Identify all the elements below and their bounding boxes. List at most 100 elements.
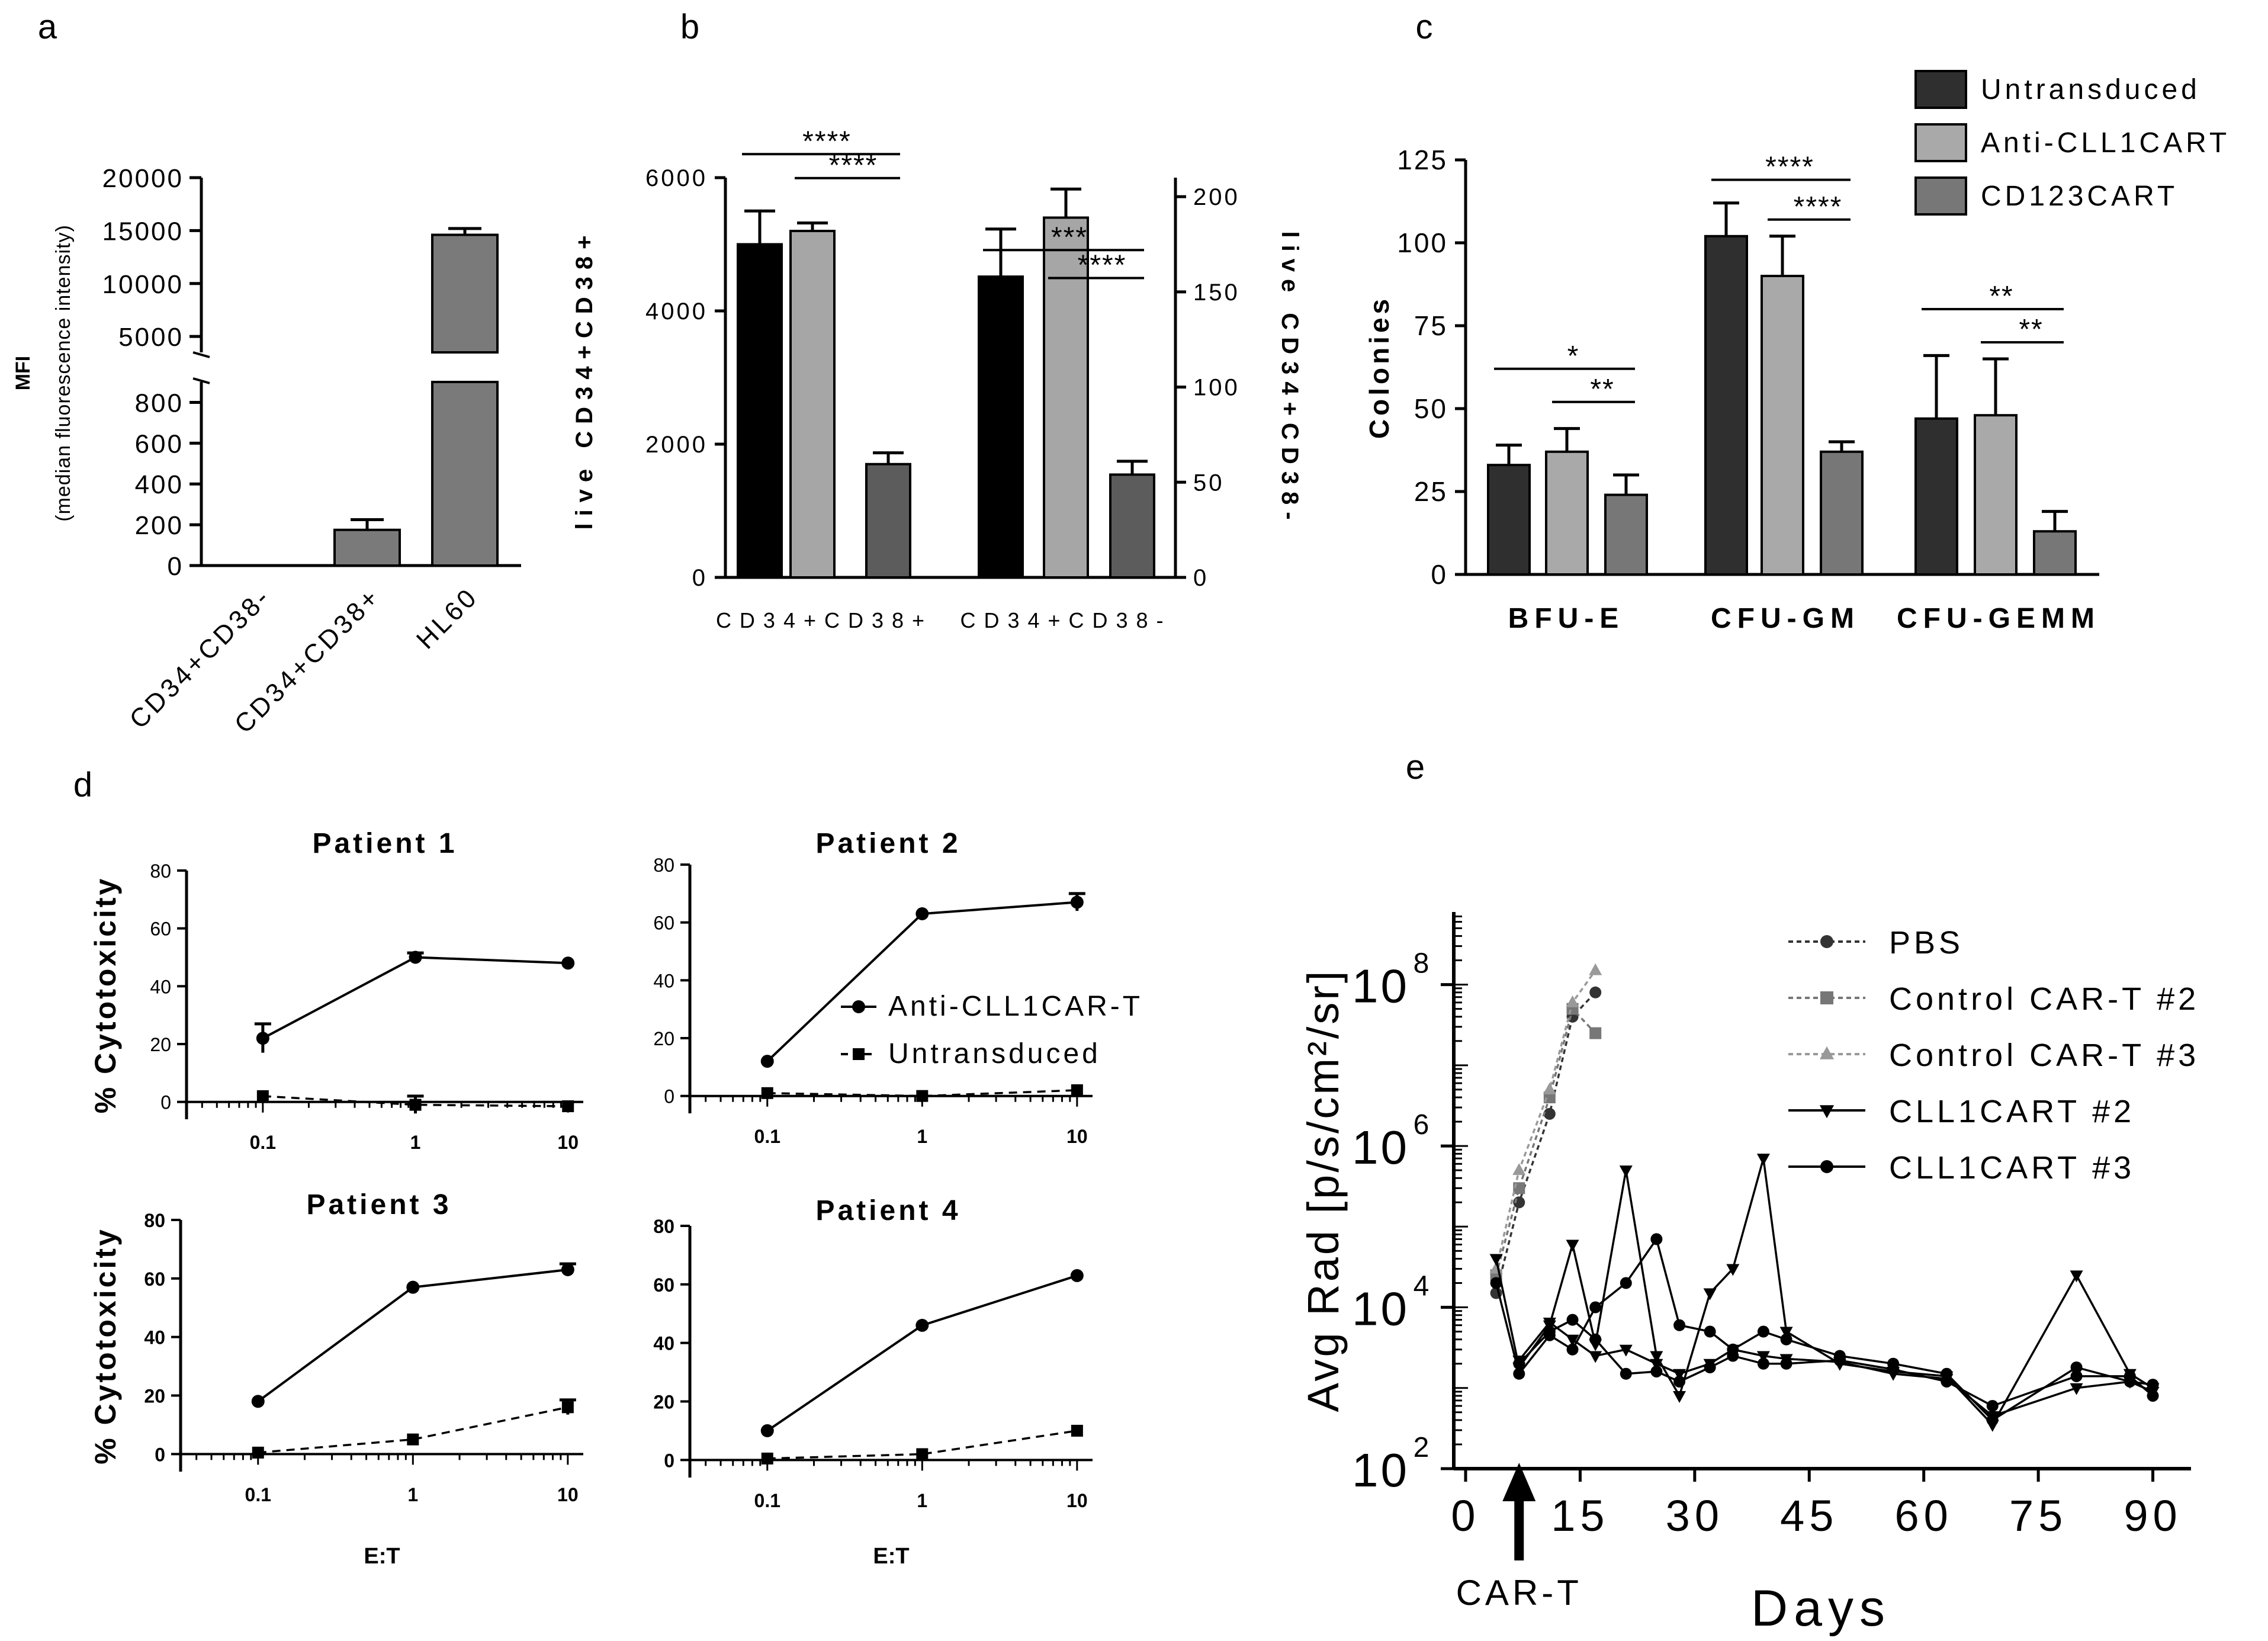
data-point-square xyxy=(761,1087,773,1099)
error-bar xyxy=(1829,440,1855,452)
x-tick-label: 90 xyxy=(2124,1491,2182,1540)
data-point xyxy=(1620,1367,1632,1380)
significance-bracket: **** xyxy=(1768,191,1851,223)
y-tick-label: 0 xyxy=(1431,559,1448,590)
error-bar xyxy=(1613,473,1639,495)
data-point xyxy=(1566,995,1579,1007)
y-tick-label: 40 xyxy=(653,1333,674,1354)
subplot-title: Patient 4 xyxy=(815,1195,960,1226)
data-point xyxy=(1780,1333,1792,1345)
subplot-title: Patient 1 xyxy=(312,828,457,859)
x-category-label: BFU-E xyxy=(1508,603,1625,634)
y-axis-title: MFI xyxy=(12,356,34,391)
subplot-patient-1: 0 20 40 60 80 0.1 1 10 Patient 1 % Cytotoxicity xyxy=(89,828,583,1153)
data-point xyxy=(1589,986,1602,998)
data-point-circle xyxy=(915,1319,929,1332)
data-point xyxy=(1757,1325,1769,1338)
series-line-untransduced xyxy=(767,1430,1078,1460)
significance-label: ** xyxy=(1989,281,2013,312)
series xyxy=(1512,1318,2160,1424)
series-line-anti-cll1car-t xyxy=(766,1274,1078,1432)
data-point-square xyxy=(916,1090,929,1102)
x-tick-label: 30 xyxy=(1666,1491,1724,1540)
error-bar xyxy=(985,227,1016,277)
series xyxy=(1489,1154,2160,1432)
series xyxy=(1513,1314,2159,1412)
x-tick-label: 1 xyxy=(917,1490,927,1511)
significance-label: **** xyxy=(1794,191,1843,223)
legend-marker xyxy=(1820,935,1833,948)
y-tick-label: 800 xyxy=(135,388,184,418)
legend-marker xyxy=(1819,1046,1835,1059)
data-point-square xyxy=(407,1433,419,1446)
panel-label-e: e xyxy=(1406,748,1425,786)
data-point xyxy=(1726,1264,1740,1276)
legend-label: CLL1CART #3 xyxy=(1889,1150,2135,1186)
data-point-circle xyxy=(406,1280,420,1294)
data-point-circle xyxy=(561,1263,574,1277)
y-tick-label-exponent: 2 xyxy=(1414,1432,1429,1463)
y-tick-label-base: 10 xyxy=(1352,1283,1409,1335)
panel-a-chart: 0 200 400 600 800 5000 10000 15000 20000 MFI (medi… xyxy=(12,164,521,739)
data-point-square xyxy=(562,1100,574,1113)
data-point-square xyxy=(761,1452,773,1465)
data-point xyxy=(1726,1344,1740,1357)
axis-break-mark xyxy=(192,351,210,358)
data-point xyxy=(1513,1367,1525,1380)
x-tick-label: 1 xyxy=(410,1132,421,1153)
legend-marker xyxy=(1819,1105,1835,1119)
error-bar xyxy=(744,209,775,245)
y-tick-label: 20 xyxy=(653,1392,674,1413)
data-point xyxy=(1619,1165,1633,1178)
x-tick-label: 45 xyxy=(1780,1491,1838,1540)
y-tick-label: 50 xyxy=(1193,470,1225,496)
data-point xyxy=(1620,1277,1632,1289)
series-line xyxy=(1495,991,1596,1293)
panel-c-chart: 0 25 50 75 100 125 Colonies BFU-E CFU-GM CFU-GEMM… xyxy=(1364,70,2227,634)
legend-swatch xyxy=(1914,70,1967,109)
bar xyxy=(1109,473,1155,579)
data-point xyxy=(2146,1387,2160,1399)
y-tick-label: 80 xyxy=(653,1216,674,1237)
data-point-square xyxy=(252,1446,264,1459)
data-point-circle xyxy=(760,1055,774,1068)
error-bar xyxy=(1051,187,1081,218)
series xyxy=(1490,986,1602,1299)
x-axis-title: E:T xyxy=(364,1544,400,1569)
x-tick-label: 10 xyxy=(1066,1126,1088,1147)
y-axis-title: Avg Rad [p/s/cm²/sr] xyxy=(1299,969,1348,1412)
y-tick-label: 60 xyxy=(653,1274,674,1296)
error-bar xyxy=(1713,201,1739,236)
y-tick-label: 40 xyxy=(150,976,171,997)
y-axis-title-right: live CD34+CD38- xyxy=(1277,231,1303,526)
data-point-square xyxy=(916,1448,929,1460)
panel-label-a: a xyxy=(38,8,57,46)
legend-label: CLL1CART #2 xyxy=(1889,1094,2135,1129)
y-axis-title: Colonies xyxy=(1364,296,1395,439)
data-point xyxy=(1566,1239,1579,1252)
data-point xyxy=(1619,1344,1633,1357)
y-tick-label: 0 xyxy=(160,1092,171,1113)
y-axis-subtitle: (median fluorescence intensity) xyxy=(52,224,75,522)
legend-label: Control CAR-T #3 xyxy=(1889,1038,2199,1073)
x-tick-label: 0.1 xyxy=(754,1126,780,1147)
data-point-circle xyxy=(1070,1269,1084,1283)
data-point xyxy=(1673,1319,1686,1331)
significance-label: * xyxy=(1567,341,1580,372)
significance-bracket: **** xyxy=(1711,152,1851,183)
data-point xyxy=(1589,1351,1602,1363)
x-tick-label: 10 xyxy=(557,1132,579,1153)
significance-bracket: **** xyxy=(795,150,900,181)
x-tick-label: 15 xyxy=(1551,1491,1609,1540)
data-point-circle xyxy=(1070,895,1084,909)
y-tick-label: 0 xyxy=(664,1450,674,1471)
subplot-patient-3: 0 20 40 60 80 0.1 1 10 Patient 3 % Cytotoxicity E:… xyxy=(89,1189,583,1569)
error-bar xyxy=(1496,444,1522,465)
data-point xyxy=(1833,1357,1846,1369)
y-tick-label: 100 xyxy=(1397,227,1448,258)
data-point xyxy=(1756,1351,1770,1363)
y-tick-label-exponent: 4 xyxy=(1414,1271,1429,1302)
bar xyxy=(1914,417,1958,576)
y-tick-label: 0 xyxy=(155,1444,165,1465)
